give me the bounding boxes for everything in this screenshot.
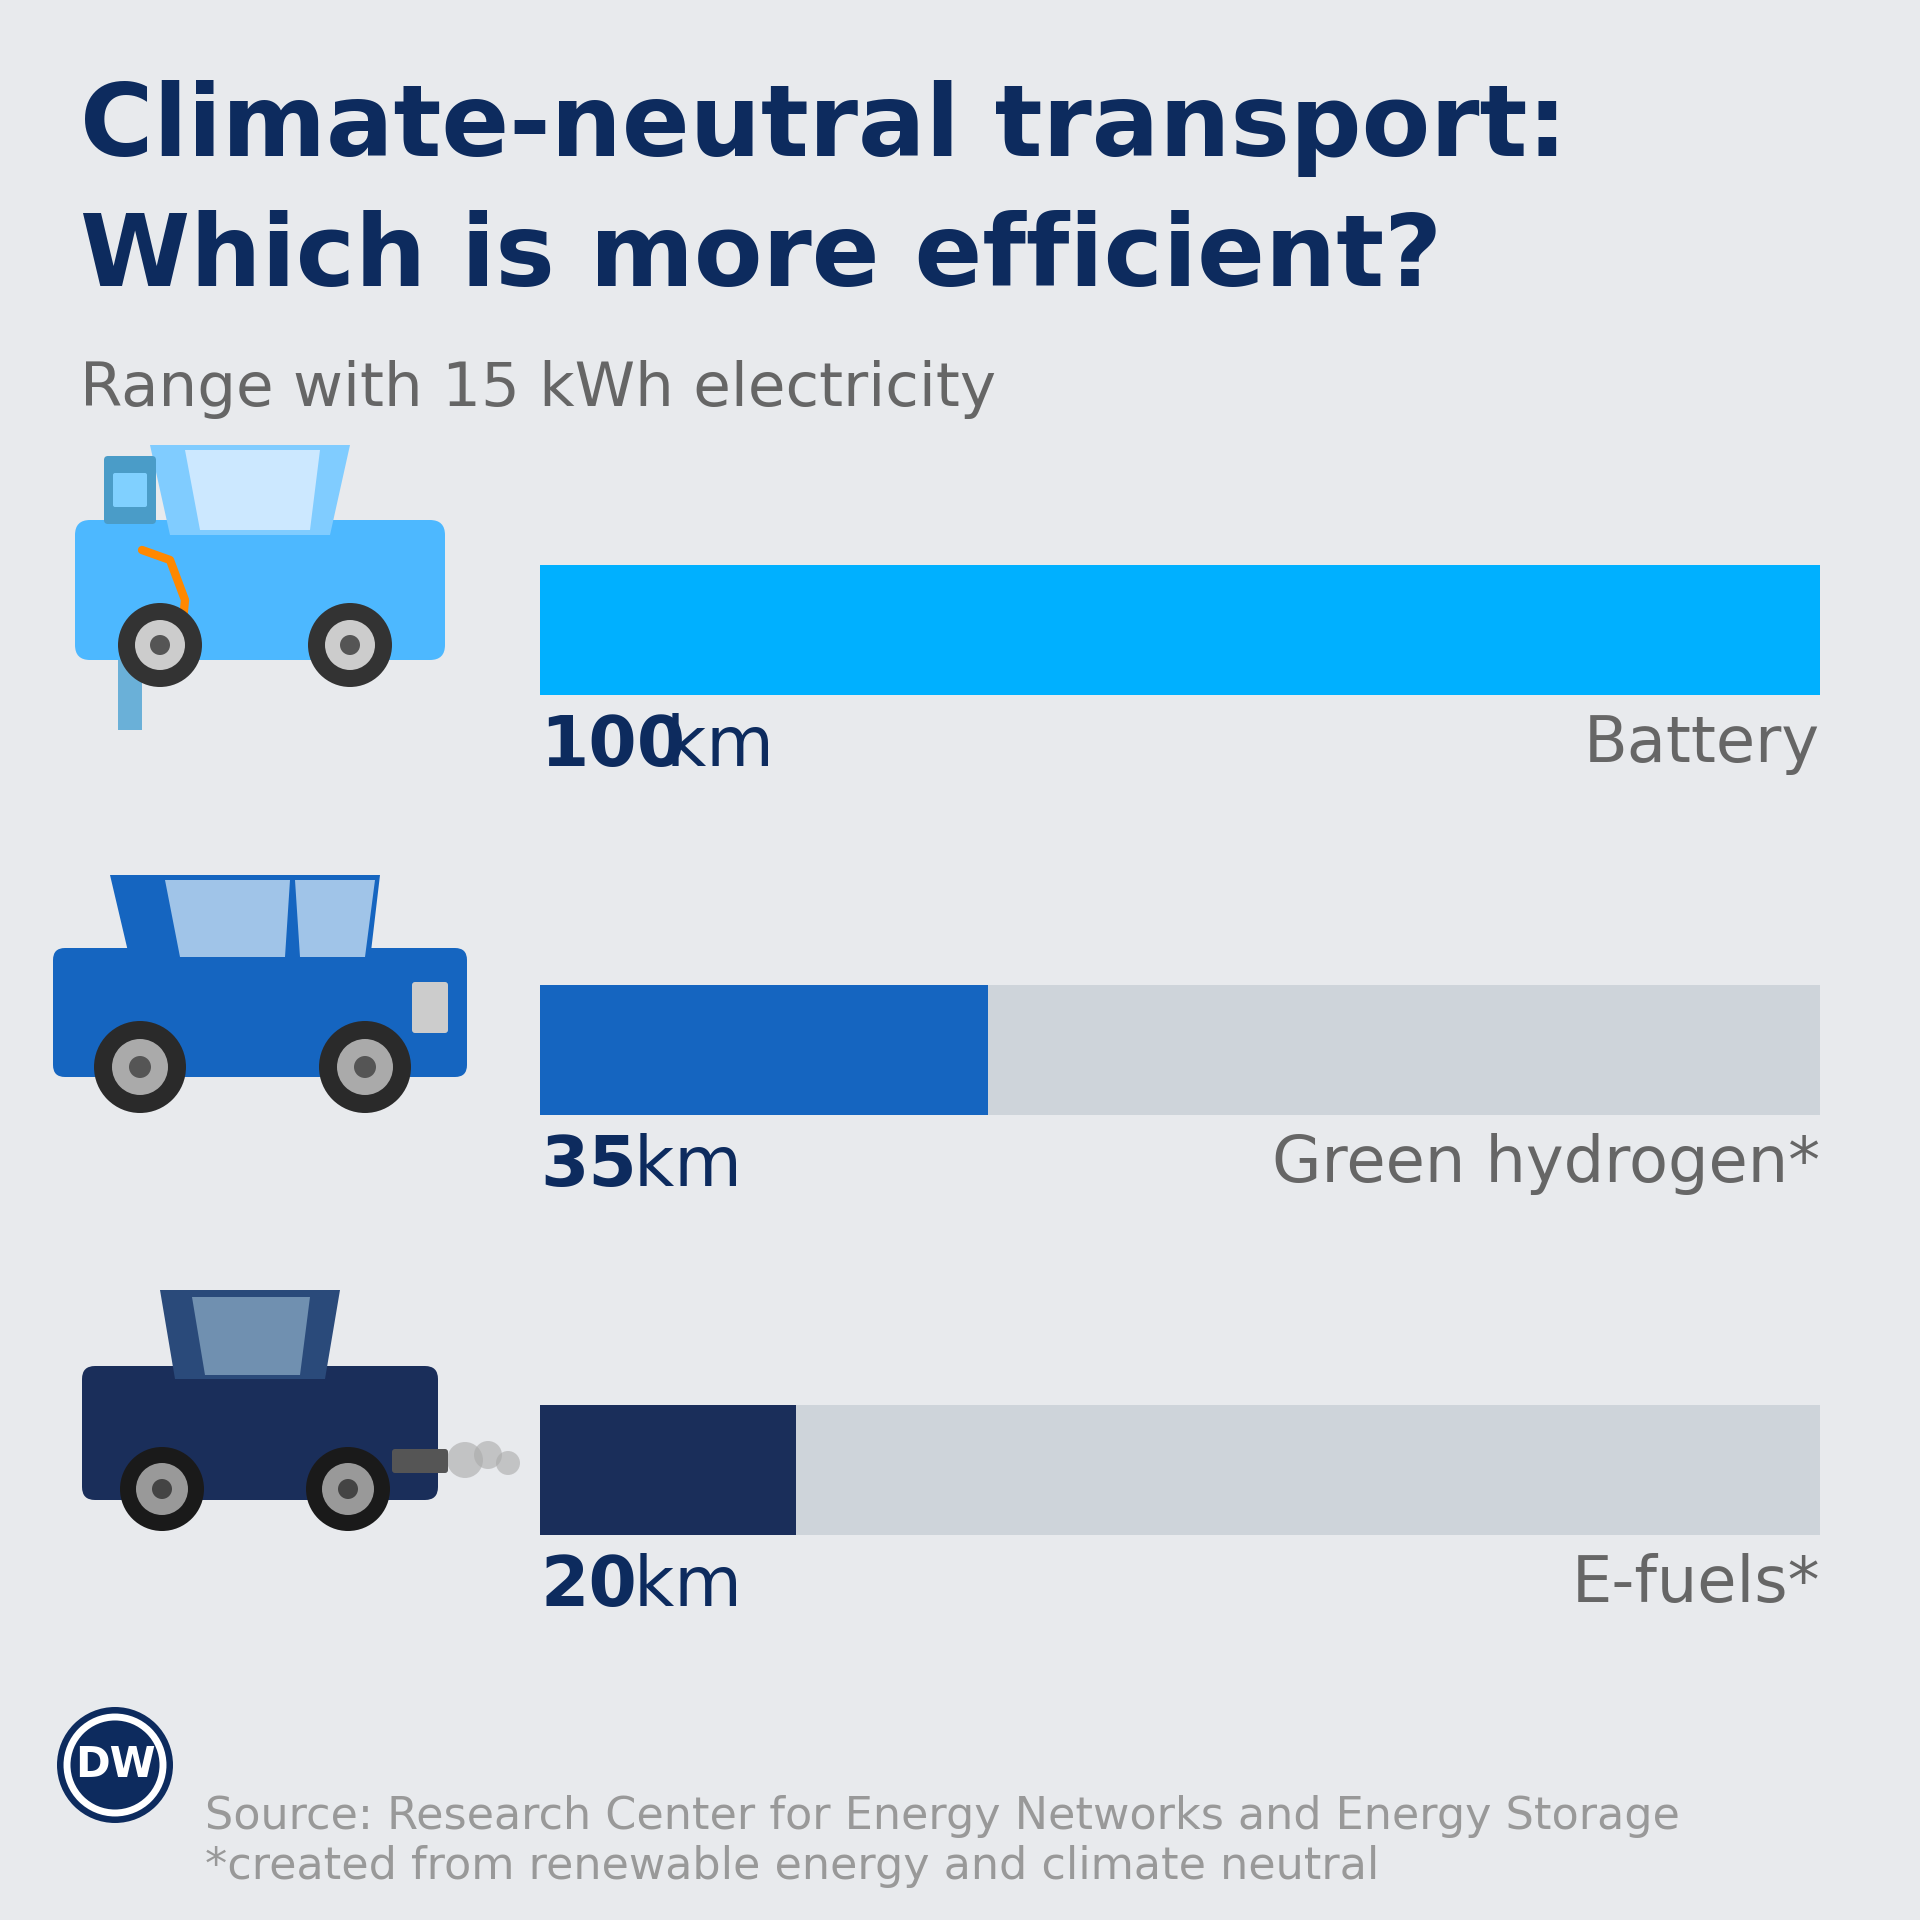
Circle shape [340, 636, 361, 655]
Bar [540, 985, 1820, 1116]
Text: Battery: Battery [1584, 712, 1820, 776]
Circle shape [94, 1021, 186, 1114]
Text: 20: 20 [540, 1553, 637, 1620]
Circle shape [495, 1452, 520, 1475]
Polygon shape [296, 879, 374, 956]
FancyBboxPatch shape [392, 1450, 447, 1473]
Circle shape [152, 1478, 173, 1500]
Circle shape [136, 1463, 188, 1515]
FancyBboxPatch shape [54, 948, 467, 1077]
Circle shape [338, 1039, 394, 1094]
Text: km: km [612, 1133, 741, 1200]
Polygon shape [165, 879, 290, 956]
Circle shape [129, 1056, 152, 1077]
Text: km: km [612, 1553, 741, 1620]
Text: km: km [643, 712, 774, 780]
Circle shape [338, 1478, 357, 1500]
Circle shape [319, 1021, 411, 1114]
FancyBboxPatch shape [83, 1365, 438, 1500]
FancyBboxPatch shape [413, 981, 447, 1033]
FancyBboxPatch shape [113, 472, 148, 507]
Polygon shape [184, 449, 321, 530]
FancyBboxPatch shape [104, 457, 156, 524]
Bar [540, 1405, 797, 1534]
Circle shape [305, 1448, 390, 1530]
Text: Which is more efficient?: Which is more efficient? [81, 209, 1442, 307]
Polygon shape [192, 1298, 309, 1375]
Text: Climate-neutral transport:: Climate-neutral transport: [81, 81, 1567, 177]
FancyBboxPatch shape [75, 520, 445, 660]
Text: DW: DW [75, 1743, 156, 1786]
Bar [540, 564, 1820, 695]
Circle shape [474, 1442, 501, 1469]
Circle shape [119, 1448, 204, 1530]
Polygon shape [150, 445, 349, 536]
Polygon shape [159, 1290, 340, 1379]
Bar [540, 985, 989, 1116]
Polygon shape [109, 876, 380, 960]
Text: Source: Research Center for Energy Networks and Energy Storage: Source: Research Center for Energy Netwo… [205, 1795, 1680, 1837]
Text: 100: 100 [540, 712, 685, 780]
Text: Green hydrogen*: Green hydrogen* [1271, 1133, 1820, 1194]
Bar [540, 1405, 1820, 1534]
Text: *created from renewable energy and climate neutral: *created from renewable energy and clima… [205, 1845, 1379, 1887]
Circle shape [58, 1707, 173, 1822]
Text: 35: 35 [540, 1133, 637, 1200]
Circle shape [323, 1463, 374, 1515]
Text: Range with 15 kWh electricity: Range with 15 kWh electricity [81, 361, 996, 419]
Circle shape [134, 620, 184, 670]
Circle shape [353, 1056, 376, 1077]
Circle shape [447, 1442, 484, 1478]
Circle shape [111, 1039, 169, 1094]
Bar [117, 470, 142, 730]
Circle shape [324, 620, 374, 670]
Circle shape [307, 603, 392, 687]
Circle shape [150, 636, 171, 655]
Text: E-fuels*: E-fuels* [1571, 1553, 1820, 1615]
Circle shape [117, 603, 202, 687]
